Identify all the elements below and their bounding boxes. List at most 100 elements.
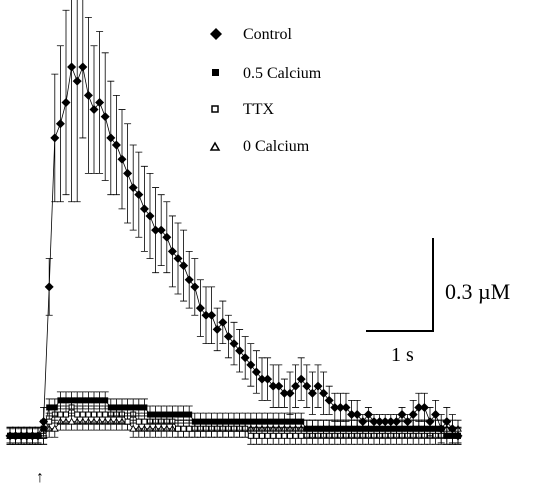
data-point-control: [408, 410, 418, 420]
data-point-control: [302, 381, 312, 391]
data-point-control: [156, 225, 166, 235]
data-point-0-5-calcium: [303, 425, 310, 432]
legend-label-zero-calcium: 0 Calcium: [243, 138, 310, 155]
data-point-0-5-calcium: [298, 418, 305, 425]
error-bar-control: [68, 0, 76, 203]
data-point-control: [347, 410, 357, 420]
data-point-0-calcium: [50, 424, 59, 432]
data-point-control: [89, 105, 99, 115]
data-point-0-5-calcium: [231, 418, 237, 425]
data-point-ttx: [74, 411, 81, 418]
data-point-ttx: [259, 432, 265, 439]
data-point-0-5-calcium: [337, 425, 344, 432]
data-point-control: [442, 417, 452, 427]
legend-marker-control: [210, 28, 222, 40]
data-point-control: [358, 417, 368, 427]
data-point-control: [431, 410, 441, 420]
data-point-control: [111, 140, 121, 150]
data-point-control: [403, 417, 413, 427]
data-point-control: [274, 381, 284, 391]
data-point-0-5-calcium: [415, 425, 422, 432]
data-point-control: [95, 97, 105, 107]
data-point-0-5-calcium: [275, 418, 282, 425]
data-point-control: [16, 431, 26, 441]
data-point-control: [285, 388, 295, 398]
data-point-control: [218, 317, 228, 327]
data-point-control: [268, 381, 278, 391]
data-point-ttx: [180, 425, 187, 432]
data-point-ttx: [247, 432, 254, 439]
data-point-0-5-calcium: [180, 411, 187, 418]
data-point-control: [279, 388, 289, 398]
data-point-control: [251, 367, 261, 377]
data-point-0-5-calcium: [309, 425, 316, 432]
data-point-0-5-calcium: [331, 425, 338, 432]
data-point-0-5-calcium: [421, 425, 428, 432]
data-point-control: [313, 381, 323, 391]
data-point-0-5-calcium: [365, 425, 372, 432]
data-point-0-5-calcium: [270, 418, 277, 425]
data-point-0-5-calcium: [169, 411, 176, 418]
legend-marker-half-calcium: [212, 69, 219, 76]
data-point-0-5-calcium: [219, 418, 226, 425]
data-point-0-5-calcium: [68, 397, 75, 404]
series-control: [5, 0, 463, 444]
data-point-0-5-calcium: [124, 404, 131, 411]
data-point-control: [27, 431, 37, 441]
data-point-0-5-calcium: [63, 397, 69, 404]
data-point-ttx: [91, 411, 97, 418]
data-point-0-5-calcium: [399, 425, 405, 432]
data-point-0-5-calcium: [247, 418, 254, 425]
data-point-control: [195, 303, 205, 313]
data-point-ttx: [253, 432, 260, 439]
data-point-0-5-calcium: [315, 425, 321, 432]
data-point-control: [134, 190, 144, 200]
data-point-0-5-calcium: [191, 418, 198, 425]
data-point-control: [78, 62, 88, 72]
legend-item-half-calcium: 0.5 Calcium: [212, 65, 322, 82]
data-point-0-5-calcium: [236, 418, 243, 425]
data-point-control: [33, 431, 43, 441]
data-point-control: [106, 133, 116, 143]
data-point-0-5-calcium: [107, 404, 114, 411]
data-point-control: [39, 417, 49, 427]
data-point-control: [22, 431, 32, 441]
data-point-control: [167, 246, 177, 256]
data-point-0-5-calcium: [326, 425, 333, 432]
data-point-0-calcium: [129, 424, 138, 432]
data-point-0-5-calcium: [186, 411, 193, 418]
data-point-ttx: [270, 432, 277, 439]
scale-bar-y-label: 0.3 µM: [445, 279, 510, 304]
data-point-0-5-calcium: [130, 404, 137, 411]
data-point-control: [453, 431, 463, 441]
data-point-0-5-calcium: [253, 418, 260, 425]
data-point-0-5-calcium: [119, 404, 125, 411]
data-point-control: [330, 402, 340, 412]
data-point-control: [179, 261, 189, 271]
data-point-0-5-calcium: [141, 404, 148, 411]
data-point-0-5-calcium: [113, 404, 120, 411]
data-point-control: [128, 183, 138, 193]
data-point-control: [100, 112, 110, 122]
data-point-control: [55, 119, 65, 129]
data-point-0-5-calcium: [197, 418, 204, 425]
data-point-control: [263, 374, 273, 384]
legend-marker-ttx: [211, 105, 219, 113]
data-point-0-5-calcium: [147, 411, 153, 418]
data-point-control: [145, 211, 155, 221]
data-point-control: [341, 402, 351, 412]
legend-item-zero-calcium: 0 Calcium: [209, 138, 310, 155]
data-point-0-5-calcium: [292, 418, 299, 425]
data-point-0-5-calcium: [135, 404, 142, 411]
data-point-0-5-calcium: [163, 411, 170, 418]
data-point-0-5-calcium: [287, 418, 293, 425]
data-point-control: [139, 204, 149, 214]
data-point-control: [291, 381, 301, 391]
data-point-0-5-calcium: [259, 418, 265, 425]
data-point-control: [44, 282, 54, 292]
data-point-ttx: [79, 411, 86, 418]
data-point-control: [386, 417, 396, 427]
data-point-control: [375, 417, 385, 427]
data-point-control: [324, 395, 334, 405]
data-point-control: [307, 388, 317, 398]
